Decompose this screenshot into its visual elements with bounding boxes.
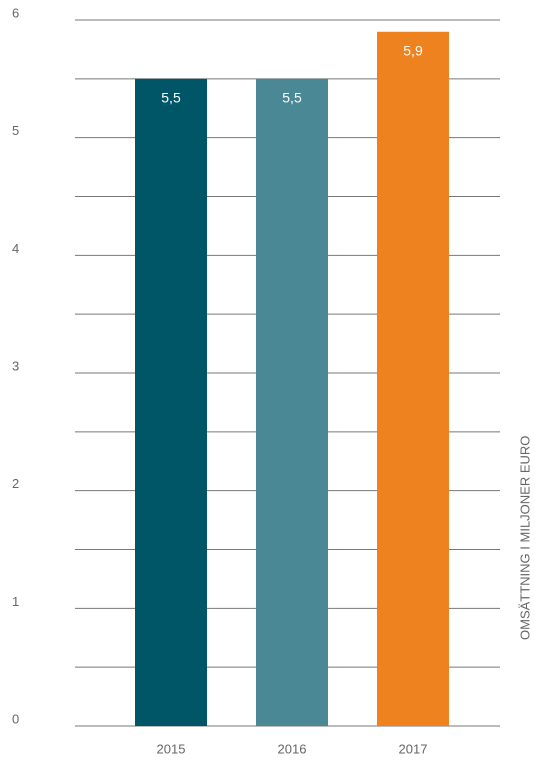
- x-tick-label: 2015: [157, 741, 186, 756]
- bar: [135, 78, 207, 727]
- value-label: 5,9: [403, 42, 423, 58]
- bar: [256, 78, 328, 727]
- y-axis-label: OMSÄTTNING I MILJONER EURO: [517, 436, 532, 640]
- x-tick-label: 2016: [278, 741, 307, 756]
- bar: [377, 31, 449, 727]
- y-tick-label: 3: [12, 358, 19, 373]
- x-tick-label: 2017: [399, 741, 428, 756]
- y-tick-label: 6: [12, 5, 19, 20]
- value-label: 5,5: [282, 90, 302, 106]
- y-tick-label: 5: [12, 123, 19, 138]
- y-tick-label: 2: [12, 476, 19, 491]
- value-label: 5,5: [161, 90, 181, 106]
- y-tick-label: 4: [12, 241, 19, 256]
- y-tick-label: 1: [12, 594, 19, 609]
- y-tick-label: 0: [12, 711, 19, 726]
